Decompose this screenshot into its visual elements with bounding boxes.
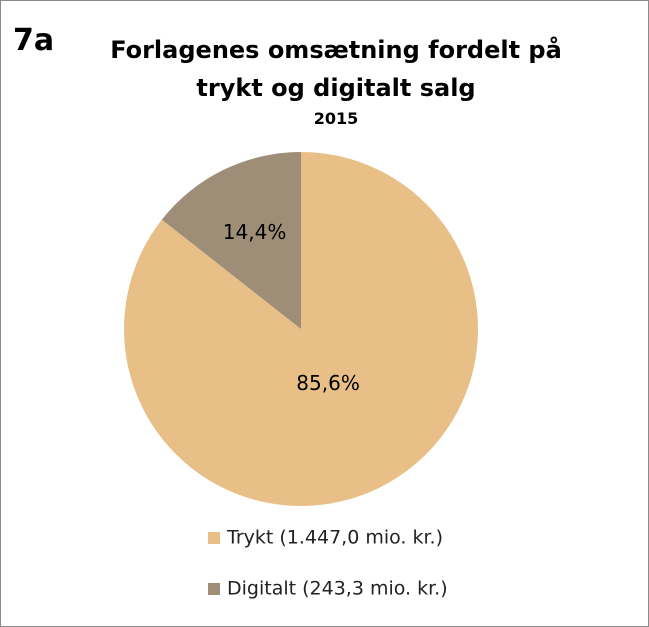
legend-swatch [208, 583, 220, 595]
data-label: 85,6% [296, 371, 360, 395]
legend-label: Trykt (1.447,0 mio. kr.) [226, 527, 443, 549]
pie-slice [161, 152, 301, 329]
chart-title: Forlagenes omsætning fordelt på trykt og… [110, 36, 562, 102]
data-label: 14,4% [223, 220, 287, 244]
legend-swatch [208, 532, 220, 544]
chart-subtitle: 2015 [313, 109, 359, 128]
legend-label: Digitalt (243,3 mio. kr.) [227, 578, 448, 600]
panel-label: 7a [13, 23, 55, 58]
